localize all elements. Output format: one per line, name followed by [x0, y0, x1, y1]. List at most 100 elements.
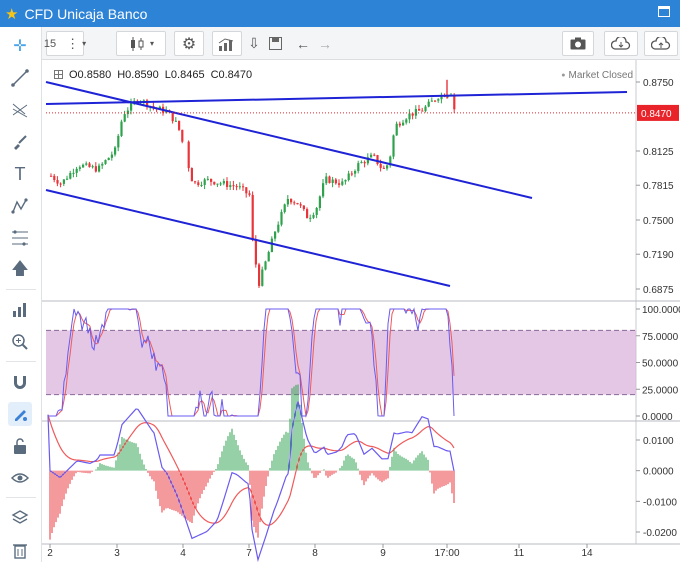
candle-body [72, 172, 75, 174]
eye-icon[interactable] [8, 466, 32, 490]
candle-body [350, 173, 353, 175]
arrow-up-icon[interactable]: 🡅 [11, 258, 29, 278]
pattern-icon[interactable] [8, 194, 32, 218]
candle-body [117, 135, 120, 148]
magnet-icon[interactable] [8, 370, 32, 394]
time-tick-label: 4 [180, 548, 186, 559]
redo-button[interactable]: → [314, 31, 336, 56]
download-icon: ⇩ [248, 35, 260, 51]
candle-body [178, 120, 181, 130]
candle-body [213, 181, 216, 185]
candle-body [434, 100, 437, 102]
candle-body [408, 113, 411, 120]
zoom-icon[interactable] [8, 330, 32, 354]
price-tick-label: 0.7500 [643, 216, 674, 227]
more-vert-icon[interactable]: ⋮ [66, 35, 80, 51]
candle-body [254, 239, 257, 265]
candle-body [264, 261, 267, 270]
fib-icon[interactable] [8, 226, 32, 250]
candle-body [293, 202, 296, 204]
macd-signal-line [47, 414, 455, 526]
maximize-icon[interactable] [658, 6, 670, 17]
candle-body [325, 176, 328, 184]
brush-icon[interactable] [8, 130, 32, 154]
text-icon[interactable]: T [14, 163, 26, 184]
crosshair-icon[interactable]: ✛ [13, 38, 27, 55]
candle-body [306, 209, 309, 219]
interval-button[interactable]: 15 ⋮ ▾ [44, 31, 86, 56]
cloud-save-button[interactable] [644, 31, 678, 56]
cloud-download-icon [611, 36, 631, 50]
ohlc-legend: O0.8580 H0.8590 L0.8465 C0.8470 [54, 69, 252, 81]
candle-body [62, 179, 65, 184]
time-tick-label: 17:00 [434, 548, 459, 559]
candle-body [437, 99, 440, 101]
candle-body [210, 178, 213, 182]
collapse-legend-icon[interactable] [54, 70, 63, 79]
indicators-button[interactable] [212, 31, 242, 56]
candle-body [357, 163, 360, 172]
price-chart[interactable]: 0.6875 0.7190 0.7500 0.7815 0.8125 0.8470 0.87… [42, 60, 680, 563]
time-tick-label: 2 [47, 548, 53, 559]
candle-body [110, 154, 113, 158]
candle-body [206, 178, 209, 180]
candle-body [312, 214, 315, 218]
snapshot-button[interactable] [562, 31, 594, 56]
candle-body [66, 178, 69, 180]
macd-tick-label: -0.0200 [643, 528, 677, 539]
candle-body [382, 167, 385, 169]
chart-type-button[interactable]: ▾ [116, 31, 166, 56]
fork-icon[interactable] [8, 98, 32, 122]
current-price-tag [637, 104, 679, 121]
candle-body [126, 110, 129, 115]
candle-body [315, 207, 318, 215]
chevron-down-icon: ▾ [149, 39, 154, 48]
candle-body [114, 147, 117, 155]
candle-body [59, 183, 62, 185]
lock-icon[interactable] [8, 434, 32, 458]
candle-body [258, 264, 261, 286]
candle-body [414, 108, 417, 116]
ohlc-low: L0.8465 [164, 69, 205, 81]
save-button[interactable] [265, 31, 285, 56]
candle-body [379, 163, 382, 168]
drawing-mode-icon[interactable] [8, 402, 32, 426]
stoch-tick-label: 100.0000 [642, 305, 680, 316]
candle-body [146, 100, 149, 108]
layers-icon[interactable] [8, 506, 32, 530]
candle-body [290, 198, 293, 203]
chart-area[interactable]: 0.6875 0.7190 0.7500 0.7815 0.8125 0.8470 0.87… [42, 60, 680, 563]
candle-body [370, 154, 373, 158]
candle-body [232, 185, 235, 187]
candle-body [82, 164, 85, 168]
trend-line-icon[interactable] [8, 66, 32, 90]
cloud-load-button[interactable] [604, 31, 638, 56]
candle-body [389, 156, 392, 166]
trash-icon[interactable] [8, 538, 32, 562]
candle-body [91, 166, 94, 168]
undo-button[interactable]: ← [292, 31, 314, 56]
candle-body [123, 114, 126, 122]
candle-body [405, 119, 408, 123]
time-tick-label: 8 [312, 548, 318, 559]
candle-body [274, 231, 277, 239]
candle-body [104, 160, 107, 164]
settings-button[interactable]: ⚙ [174, 31, 204, 56]
measure-icon[interactable] [8, 298, 32, 322]
price-tick-label: 0.7190 [643, 250, 674, 261]
candle-body [190, 168, 193, 182]
title-bar: ★ CFD Unicaja Banco [0, 0, 680, 27]
candle-body [430, 100, 433, 102]
candle-body [286, 198, 289, 205]
candle-body [347, 173, 350, 180]
download-button[interactable]: ⇩ [244, 31, 264, 56]
candle-body [322, 183, 325, 197]
candle-body [235, 186, 238, 188]
star-icon[interactable]: ★ [5, 5, 19, 23]
candle-body [418, 108, 421, 111]
gear-icon: ⚙ [181, 35, 197, 53]
candle-body [187, 141, 190, 169]
candle-body [392, 135, 395, 157]
time-tick-label: 7 [246, 548, 252, 559]
candle-body [341, 181, 344, 185]
